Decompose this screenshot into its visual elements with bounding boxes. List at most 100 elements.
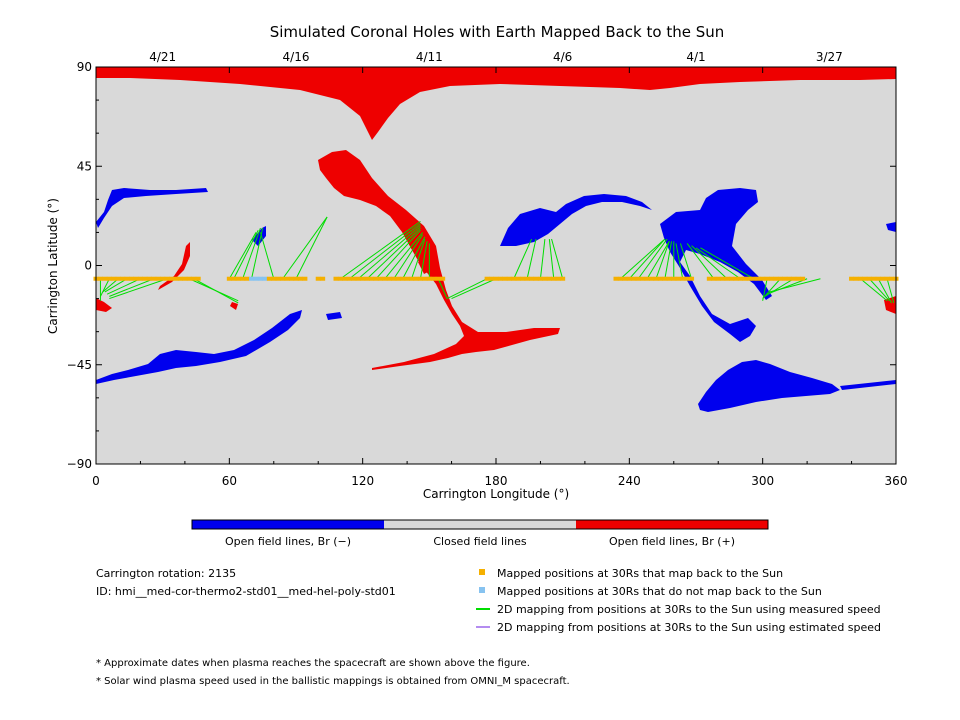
mapped-point: [177, 276, 183, 281]
mapped-point: [529, 276, 535, 281]
mapped-point: [333, 276, 339, 281]
mapping-line: [695, 247, 741, 280]
mapping-line: [628, 238, 666, 280]
colorbar-closed: [384, 520, 576, 529]
mapping-line: [375, 229, 421, 280]
mapped-point: [289, 276, 295, 281]
mapped-point: [635, 276, 641, 281]
mapped-point: [160, 276, 166, 281]
legend-swatch-mapped: [479, 569, 485, 575]
mapping-line: [411, 238, 426, 279]
y-tick-label: 45: [77, 159, 92, 173]
mapping-line: [769, 278, 821, 293]
mapping-line: [446, 278, 488, 300]
mapping-line: [102, 278, 119, 293]
mapped-point: [364, 276, 370, 281]
mapped-point: [235, 276, 241, 281]
mapping-line: [526, 238, 537, 279]
mapped-point: [653, 276, 659, 281]
mapped-point: [391, 276, 397, 281]
mapped-point: [506, 276, 512, 281]
mapped-point: [360, 276, 366, 281]
mapping-line: [419, 241, 428, 279]
mapped-point: [355, 276, 361, 281]
mapped-point: [440, 276, 446, 281]
mapped-point: [800, 276, 806, 281]
positive-polar-hole: [96, 67, 896, 140]
mapping-line: [451, 278, 497, 300]
mapped-point: [751, 276, 757, 281]
mapped-point: [302, 276, 308, 281]
mapped-point: [542, 276, 548, 281]
x-tick-label: 60: [222, 474, 237, 488]
mapped-point: [426, 276, 432, 281]
mapped-point: [346, 276, 352, 281]
colorbar-label-negative: Open field lines, Br (−): [225, 535, 351, 548]
mapped-point: [777, 276, 783, 281]
mapped-point: [155, 276, 161, 281]
mapped-point: [857, 276, 863, 281]
mapped-point: [791, 276, 797, 281]
mapped-point: [626, 276, 632, 281]
y-axis-label: Carrington Latitude (°): [46, 198, 60, 334]
mapped-point: [729, 276, 735, 281]
y-tick-label: −90: [67, 457, 92, 471]
mapped-point: [631, 276, 637, 281]
mapping-line: [548, 238, 555, 279]
mapping-line: [637, 238, 668, 280]
unmapped-point: [253, 276, 259, 281]
date-axis: 4/21 4/16 4/11 4/6 4/1 3/27: [149, 50, 843, 64]
mapping-line: [437, 278, 448, 299]
mapped-point: [849, 276, 855, 281]
mapped-point: [755, 276, 761, 281]
colorbar-frame: [191, 519, 769, 530]
mapping-line: [664, 241, 673, 279]
mapped-point: [124, 276, 130, 281]
mapped-point: [884, 276, 890, 281]
mapped-point: [511, 276, 517, 281]
mapped-point: [137, 276, 143, 281]
mapped-point: [746, 276, 752, 281]
mapped-point: [644, 276, 650, 281]
mapping-line: [393, 234, 424, 280]
mapped-point: [484, 276, 490, 281]
x-tick-label: 120: [351, 474, 374, 488]
mapped-point: [431, 276, 437, 281]
mapped-point: [373, 276, 379, 281]
mapped-point: [417, 276, 423, 281]
mapped-point: [284, 276, 290, 281]
date-tick-label: 4/16: [283, 50, 310, 64]
mapped-point: [97, 276, 103, 281]
mapped-point: [271, 276, 277, 281]
mapping-line: [349, 223, 421, 280]
mapped-point: [613, 276, 619, 281]
mapping-line: [646, 240, 670, 279]
mapped-point: [880, 276, 886, 281]
mapped-point: [666, 276, 672, 281]
mapped-point: [133, 276, 139, 281]
mapped-point: [226, 276, 232, 281]
mapped-point: [866, 276, 872, 281]
mapped-point: [493, 276, 499, 281]
mapping-line: [860, 278, 888, 302]
mapped-point: [684, 276, 690, 281]
mapping-line: [340, 220, 421, 280]
mapped-point: [555, 276, 561, 281]
mapped-point: [853, 276, 859, 281]
mapped-point: [129, 276, 135, 281]
carrington-rotation: Carrington rotation: 2135: [96, 567, 236, 580]
mapped-point: [191, 276, 197, 281]
mapped-point: [413, 276, 419, 281]
model-id: ID: hmi__med-cor-thermo2-std01__med-hel-…: [96, 585, 396, 598]
mapping-line: [886, 278, 895, 304]
mapped-point: [760, 276, 766, 281]
positive-spot-d: [418, 258, 432, 274]
unmapped-point: [257, 276, 263, 281]
mapped-point: [120, 276, 126, 281]
mapped-point: [369, 276, 375, 281]
negative-spot-c: [886, 222, 896, 232]
mapping-line: [691, 245, 728, 280]
mapped-point: [315, 276, 321, 281]
mapping-line: [384, 232, 424, 280]
mapped-point: [409, 276, 415, 281]
